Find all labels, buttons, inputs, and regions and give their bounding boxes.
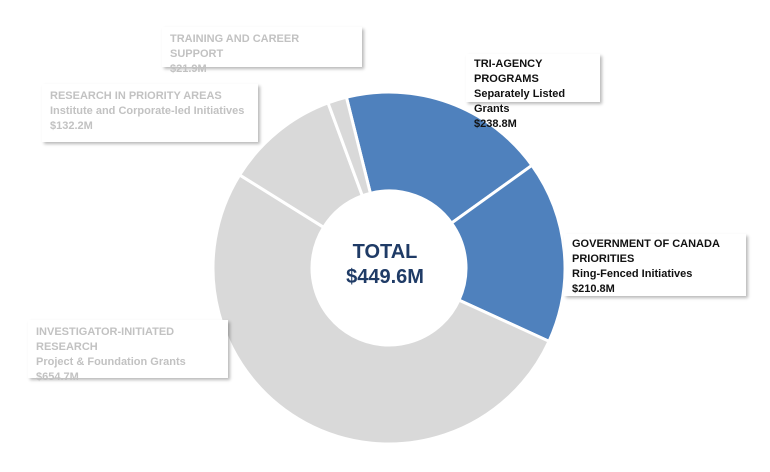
label-investigator-title: INVESTIGATOR-INITIATED RESEARCH [36,326,175,353]
label-priority-title: RESEARCH IN PRIORITY AREAS [50,90,222,102]
label-training-title: TRAINING AND CAREER SUPPORT [170,33,300,60]
label-priority-value: $132.2M [50,120,93,132]
label-investigator-value: $654.7M [36,371,79,383]
label-training-value: $21.9M [170,63,207,75]
label-gov-canada-title: GOVERNMENT OF CANADA PRIORITIES [572,238,720,265]
label-gov-canada-subtitle: Ring-Fenced Initiatives [572,268,693,280]
slice-gov-canada [449,163,567,344]
label-investigator-subtitle: Project & Foundation Grants [36,356,186,368]
slice-investigator [211,172,551,446]
label-tri-agency: TRI-AGENCY PROGRAMS Separately Listed Gr… [466,54,600,130]
slice-training [326,95,373,198]
label-gov-canada-value: $210.8M [572,283,615,295]
label-priority-subtitle: Institute and Corporate-led Initiatives [50,105,245,117]
label-tri-agency-value: $238.8M [474,118,517,130]
label-training: TRAINING AND CAREER SUPPORT $21.9M [162,27,362,75]
label-priority: RESEARCH IN PRIORITY AREAS Institute and… [42,84,258,142]
label-investigator: INVESTIGATOR-INITIATED RESEARCH Project … [28,320,228,383]
label-gov-canada: GOVERNMENT OF CANADA PRIORITIES Ring-Fen… [564,234,746,296]
label-tri-agency-subtitle: Separately Listed Grants [474,88,566,115]
label-tri-agency-title: TRI-AGENCY PROGRAMS [474,58,543,85]
slice-tri-agency [344,90,535,226]
